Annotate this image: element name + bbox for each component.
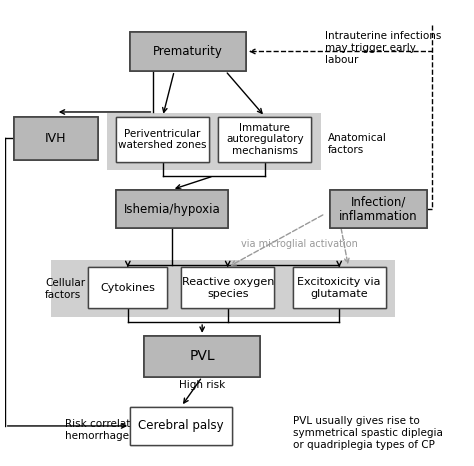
Text: Risk correlated with severity of
hemorrhage: Risk correlated with severity of hemorrh… xyxy=(65,419,228,441)
Text: Immature
autoregulatory
mechanisms: Immature autoregulatory mechanisms xyxy=(226,123,304,156)
FancyBboxPatch shape xyxy=(330,190,428,228)
FancyBboxPatch shape xyxy=(219,116,311,162)
FancyBboxPatch shape xyxy=(88,267,167,308)
Text: Prematurity: Prematurity xyxy=(153,45,223,58)
Text: Anatomical
factors: Anatomical factors xyxy=(328,133,386,155)
FancyBboxPatch shape xyxy=(293,267,386,308)
Text: PVL: PVL xyxy=(189,350,215,363)
Text: Ishemia/hypoxia: Ishemia/hypoxia xyxy=(124,203,220,215)
Text: Periventricular
watershed zones: Periventricular watershed zones xyxy=(118,129,207,150)
Text: Reactive oxygen
species: Reactive oxygen species xyxy=(182,277,274,299)
FancyBboxPatch shape xyxy=(116,190,228,228)
Text: PVL: PVL xyxy=(189,350,215,363)
FancyBboxPatch shape xyxy=(144,336,260,377)
Text: Cellular
factors: Cellular factors xyxy=(45,278,85,300)
Text: PVL usually gives rise to
symmetrical spastic diplegia
or quadriplegia types of : PVL usually gives rise to symmetrical sp… xyxy=(293,417,443,450)
Text: Cerebral palsy: Cerebral palsy xyxy=(138,419,224,432)
Text: Immature
autoregulatory
mechanisms: Immature autoregulatory mechanisms xyxy=(226,123,304,156)
FancyBboxPatch shape xyxy=(51,260,395,317)
FancyBboxPatch shape xyxy=(14,116,98,160)
FancyBboxPatch shape xyxy=(130,406,232,445)
Text: Excitoxicity via
glutamate: Excitoxicity via glutamate xyxy=(298,277,381,299)
Text: High risk: High risk xyxy=(179,380,225,390)
FancyBboxPatch shape xyxy=(116,116,209,162)
Text: Periventricular
watershed zones: Periventricular watershed zones xyxy=(118,129,207,150)
Text: IVH: IVH xyxy=(45,132,66,145)
FancyBboxPatch shape xyxy=(181,267,274,308)
FancyBboxPatch shape xyxy=(14,116,98,160)
Text: Ishemia/hypoxia: Ishemia/hypoxia xyxy=(124,203,220,215)
FancyBboxPatch shape xyxy=(330,190,428,228)
FancyBboxPatch shape xyxy=(107,113,320,170)
FancyBboxPatch shape xyxy=(130,406,232,445)
Text: Prematurity: Prematurity xyxy=(153,45,223,58)
FancyBboxPatch shape xyxy=(130,32,246,71)
Text: via microglial activation: via microglial activation xyxy=(241,240,358,249)
FancyBboxPatch shape xyxy=(116,116,209,162)
Text: Reactive oxygen
species: Reactive oxygen species xyxy=(182,277,274,299)
Text: Cytokines: Cytokines xyxy=(100,283,155,293)
FancyBboxPatch shape xyxy=(219,116,311,162)
FancyBboxPatch shape xyxy=(88,267,167,308)
Text: Excitoxicity via
glutamate: Excitoxicity via glutamate xyxy=(298,277,381,299)
FancyBboxPatch shape xyxy=(144,336,260,377)
FancyBboxPatch shape xyxy=(293,267,386,308)
Text: IVH: IVH xyxy=(45,132,66,145)
FancyBboxPatch shape xyxy=(116,190,228,228)
Text: Cytokines: Cytokines xyxy=(100,283,155,293)
Text: Infection/
inflammation: Infection/ inflammation xyxy=(339,195,418,223)
Text: Cerebral palsy: Cerebral palsy xyxy=(138,419,224,432)
FancyBboxPatch shape xyxy=(130,32,246,71)
Text: Infection/
inflammation: Infection/ inflammation xyxy=(339,195,418,223)
Text: Intrauterine infections
may trigger early
labour: Intrauterine infections may trigger earl… xyxy=(325,31,442,65)
FancyBboxPatch shape xyxy=(181,267,274,308)
